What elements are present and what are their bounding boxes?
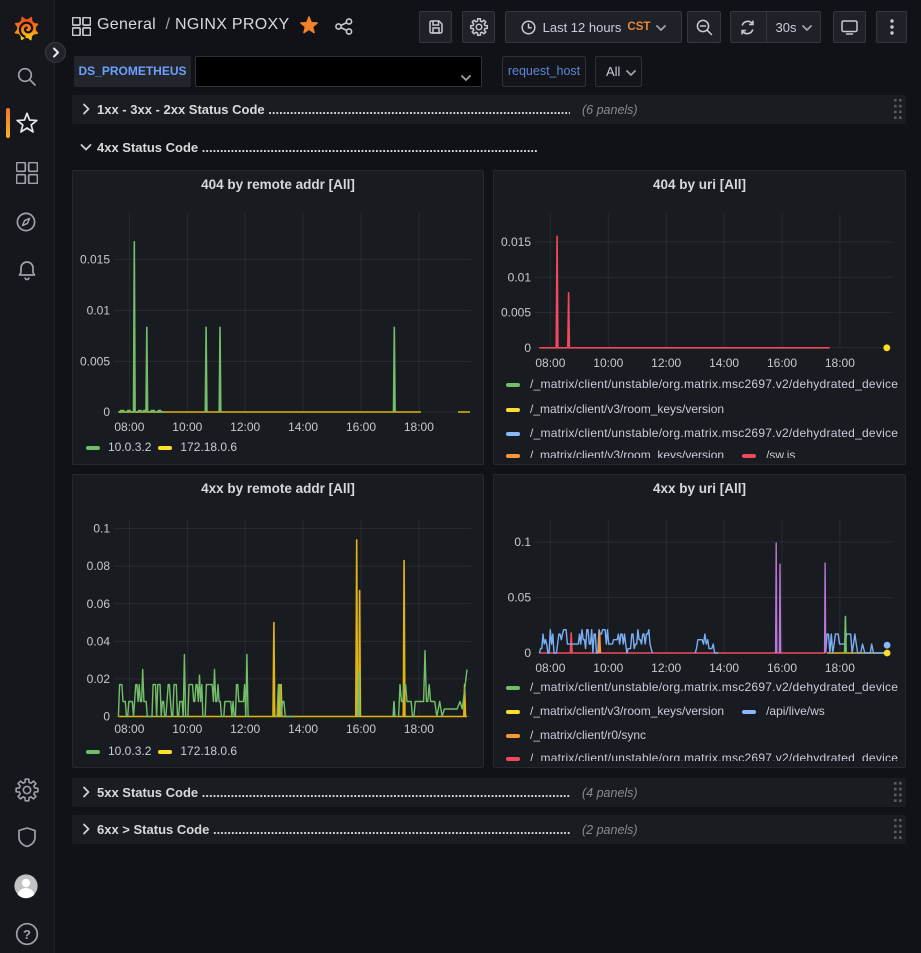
svg-text:12:00: 12:00 (230, 420, 260, 434)
svg-text:16:00: 16:00 (767, 356, 797, 370)
svg-text:0: 0 (524, 646, 531, 660)
svg-text:16:00: 16:00 (346, 420, 376, 434)
svg-text:0.01: 0.01 (508, 270, 532, 284)
svg-text:0.05: 0.05 (508, 591, 532, 605)
svg-text:0: 0 (103, 710, 110, 724)
svg-text:18:00: 18:00 (825, 661, 855, 675)
svg-text:0.08: 0.08 (87, 559, 111, 573)
svg-text:18:00: 18:00 (404, 722, 434, 736)
svg-text:14:00: 14:00 (288, 722, 318, 736)
svg-text:18:00: 18:00 (825, 356, 855, 370)
svg-text:0.02: 0.02 (87, 672, 111, 686)
svg-text:0.005: 0.005 (80, 354, 110, 368)
svg-text:0.01: 0.01 (87, 303, 111, 317)
svg-text:0.06: 0.06 (87, 597, 111, 611)
svg-text:0.015: 0.015 (80, 252, 110, 266)
svg-text:10:00: 10:00 (593, 661, 623, 675)
svg-text:0.005: 0.005 (501, 306, 531, 320)
svg-text:0.1: 0.1 (514, 535, 531, 549)
svg-text:18:00: 18:00 (404, 420, 434, 434)
svg-text:16:00: 16:00 (767, 661, 797, 675)
svg-text:08:00: 08:00 (535, 356, 565, 370)
svg-text:0.04: 0.04 (87, 634, 111, 648)
svg-text:0: 0 (524, 341, 531, 355)
svg-text:0: 0 (103, 405, 110, 419)
svg-text:12:00: 12:00 (651, 661, 681, 675)
svg-text:10:00: 10:00 (593, 356, 623, 370)
svg-text:?: ? (23, 927, 31, 942)
svg-text:16:00: 16:00 (346, 722, 376, 736)
svg-text:14:00: 14:00 (709, 356, 739, 370)
svg-text:12:00: 12:00 (651, 356, 681, 370)
svg-text:08:00: 08:00 (114, 722, 144, 736)
svg-text:14:00: 14:00 (288, 420, 318, 434)
svg-text:08:00: 08:00 (535, 661, 565, 675)
svg-text:0.015: 0.015 (501, 235, 531, 249)
svg-text:12:00: 12:00 (230, 722, 260, 736)
svg-text:08:00: 08:00 (114, 420, 144, 434)
svg-text:10:00: 10:00 (172, 420, 202, 434)
svg-text:0.1: 0.1 (93, 522, 110, 536)
svg-text:10:00: 10:00 (172, 722, 202, 736)
svg-text:14:00: 14:00 (709, 661, 739, 675)
